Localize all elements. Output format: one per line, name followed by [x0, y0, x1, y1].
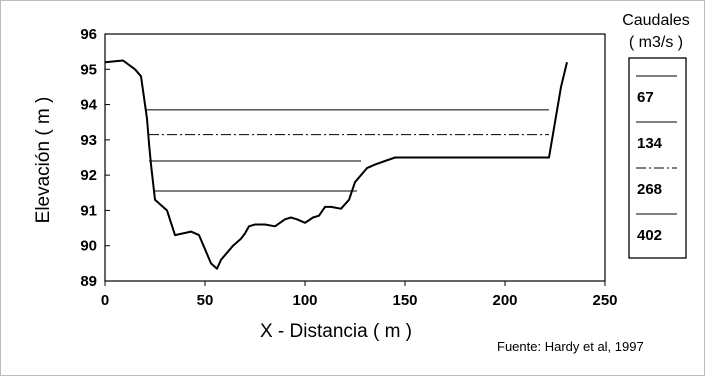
plot-area — [104, 33, 606, 282]
legend-label-67: 67 — [637, 89, 654, 106]
legend-box — [628, 57, 687, 259]
legend-label-402: 402 — [637, 227, 662, 244]
y-tick-label: 92 — [80, 167, 97, 184]
source-note: Fuente: Hardy et al, 1997 — [497, 339, 644, 354]
x-tick-label: 150 — [392, 292, 417, 309]
x-axis-label: X - Distancia ( m ) — [260, 321, 412, 342]
y-tick-label: 89 — [80, 273, 97, 290]
channel-profile-line — [104, 59, 568, 270]
x-tick-label: 0 — [101, 292, 109, 309]
x-tick-label: 200 — [492, 292, 517, 309]
y-tick-label: 90 — [80, 238, 97, 255]
legend-title: Caudales — [622, 12, 690, 29]
legend-unit: ( m3/s ) — [629, 34, 683, 51]
y-tick-label: 93 — [80, 132, 97, 149]
y-tick-label: 94 — [80, 97, 97, 114]
legend-label-134: 134 — [637, 135, 663, 152]
y-tick-label: 96 — [80, 26, 97, 43]
y-axis-label: Elevación ( m ) — [33, 97, 54, 224]
x-tick-label: 100 — [292, 292, 317, 309]
x-tick-label: 250 — [592, 292, 617, 309]
y-tick-label: 95 — [80, 61, 97, 78]
legend-label-268: 268 — [637, 181, 662, 198]
x-tick-label: 50 — [197, 292, 214, 309]
y-tick-label: 91 — [80, 202, 97, 219]
